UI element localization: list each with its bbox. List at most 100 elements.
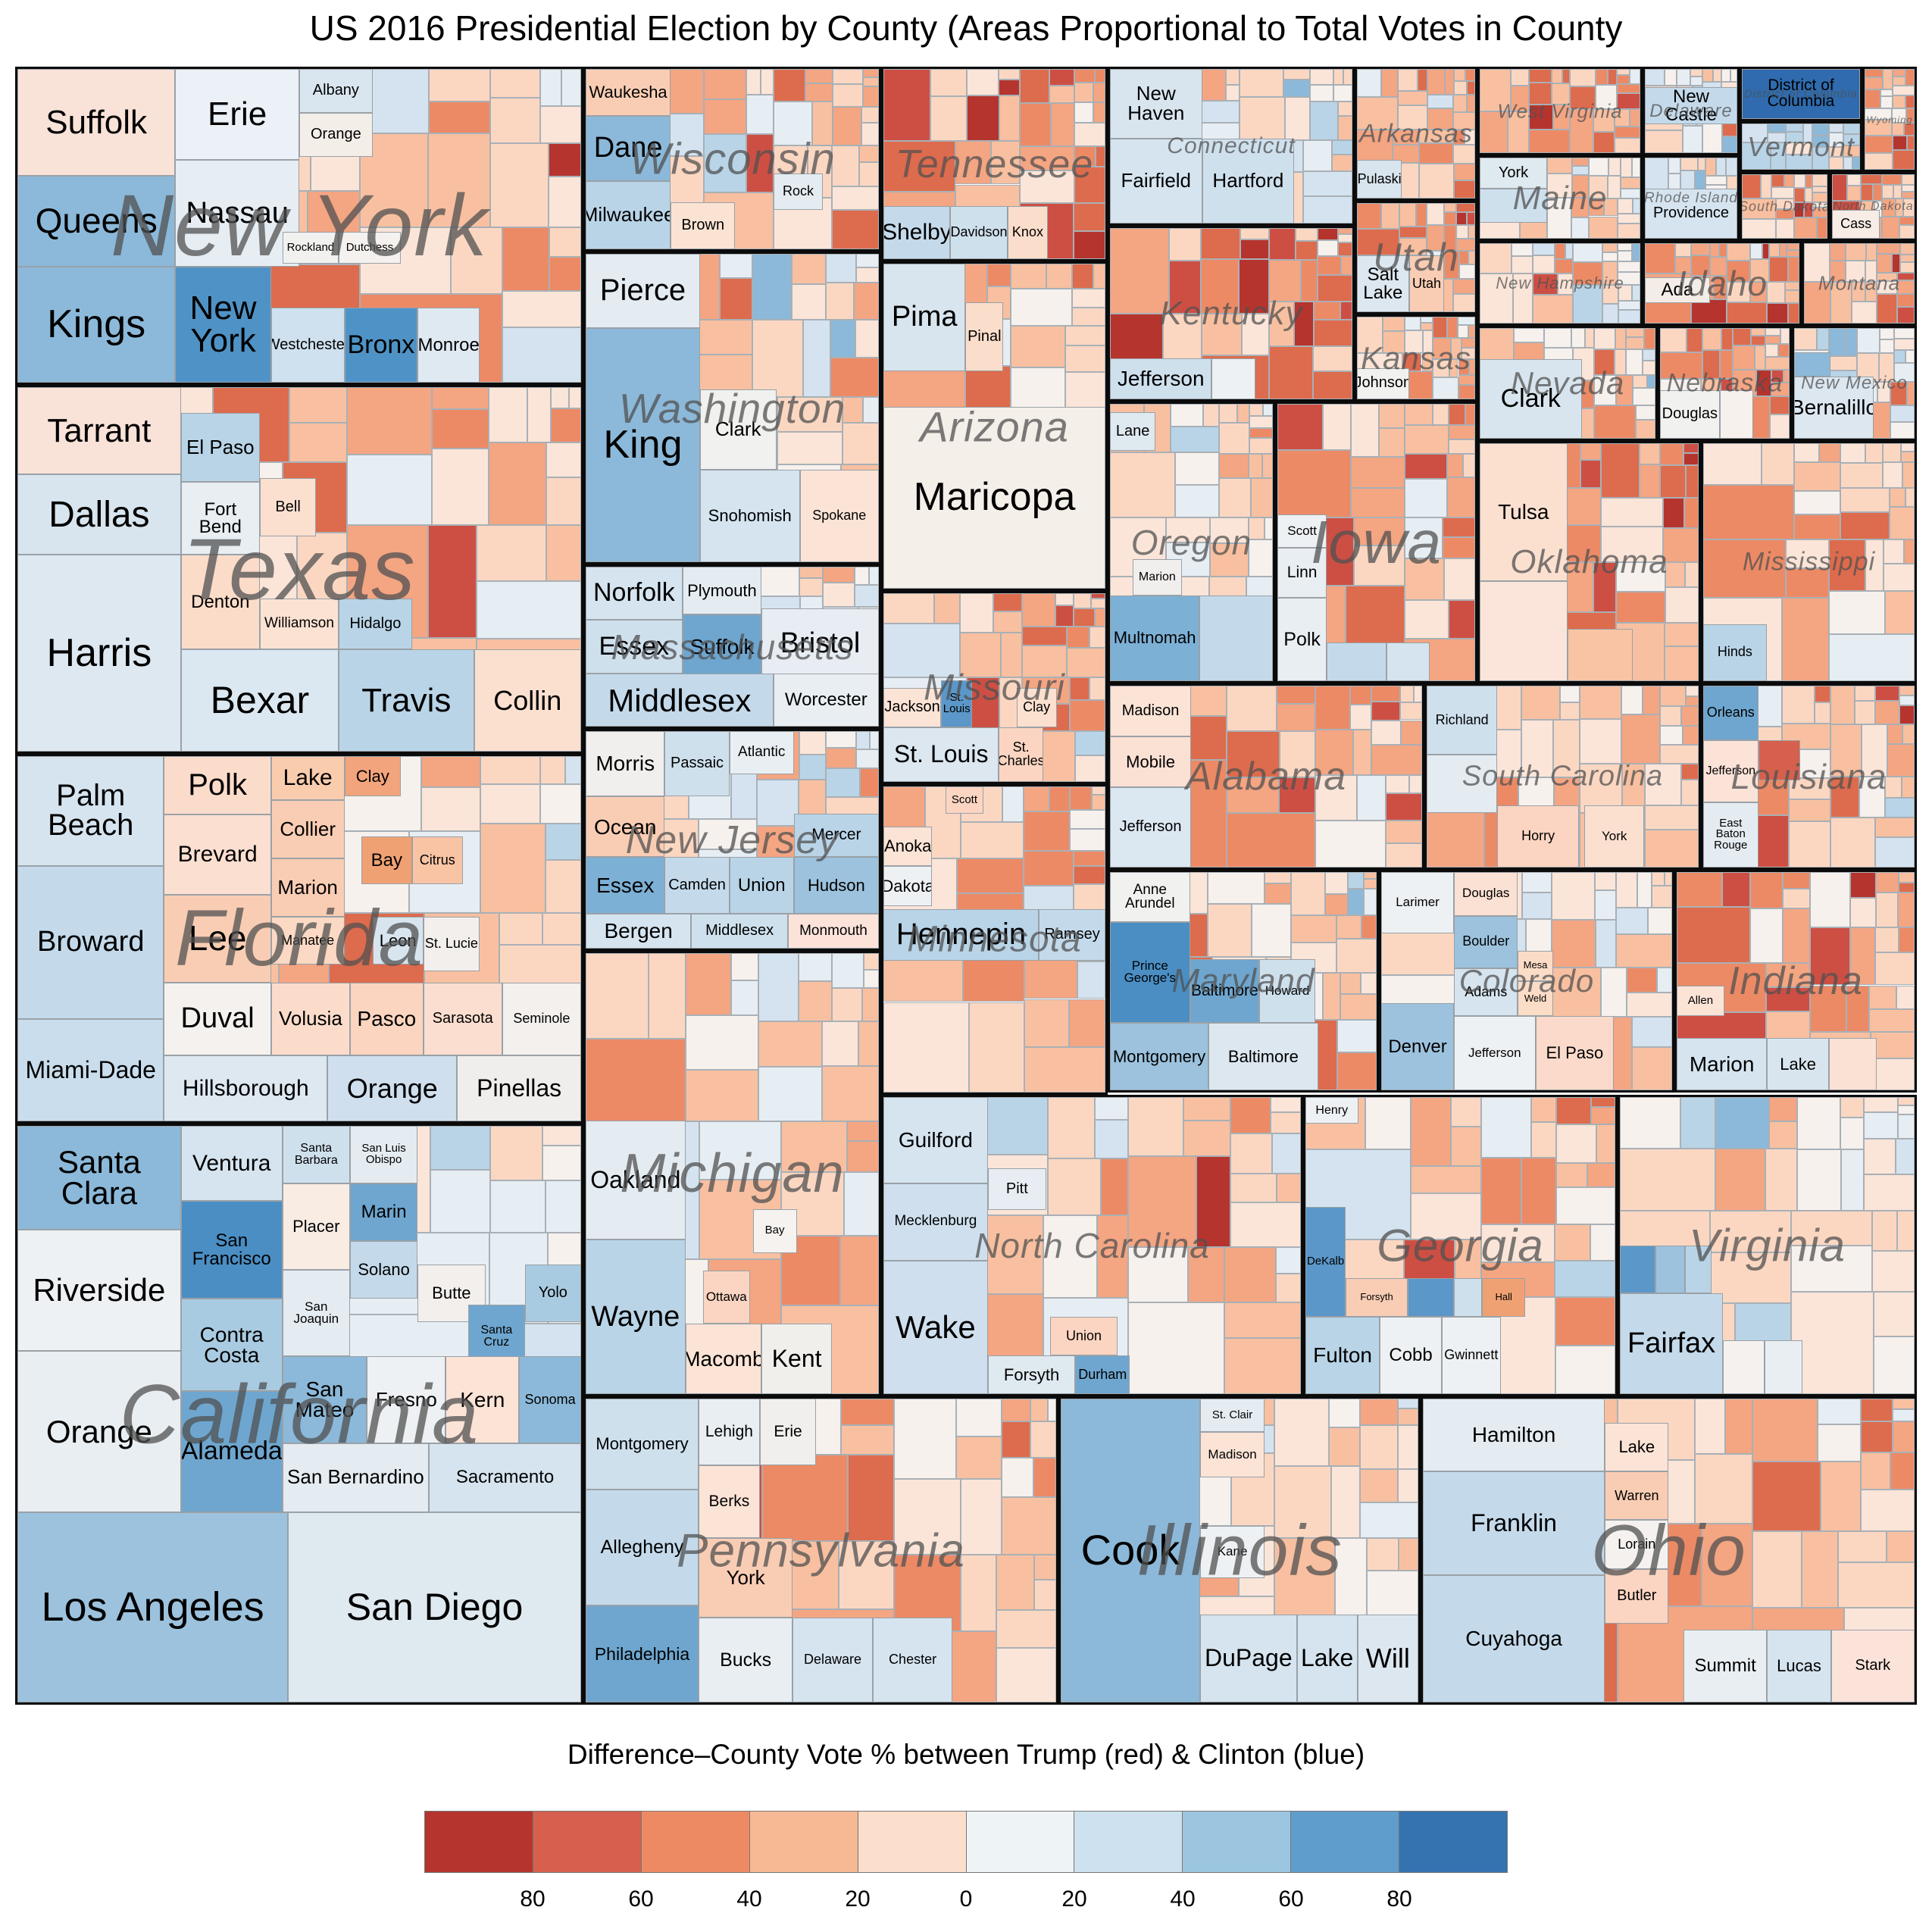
state-block-nevada: Clark Nevada: [1477, 326, 1658, 441]
mosaic-cell: [847, 1454, 894, 1542]
mosaic-cell: [545, 1180, 581, 1233]
county-label: Yolo: [538, 1283, 567, 1301]
mosaic-cell: [1865, 120, 1892, 136]
mosaic-cell: [1828, 633, 1915, 681]
mosaic-cell: [1872, 1251, 1915, 1293]
mosaic-cell: [1386, 843, 1422, 868]
mosaic-cell: [1386, 774, 1410, 794]
mosaic-cell: [1069, 828, 1105, 851]
mosaic-cell: [1899, 224, 1915, 239]
mosaic-cell: [1453, 111, 1475, 130]
mosaic-cell: [1315, 774, 1358, 821]
mosaic-cell: [1069, 786, 1092, 811]
mosaic-cell: [1830, 776, 1860, 818]
mosaic-cell: [1270, 1112, 1301, 1133]
county-north-carolina-forsyth: Forsyth: [987, 1355, 1076, 1394]
county-label: Worcester: [784, 689, 868, 711]
county-colorado-el-paso: El Paso: [1535, 1016, 1615, 1090]
mosaic-cell: [1790, 1292, 1874, 1394]
mosaic-cell: [1069, 810, 1105, 829]
county-label: Bronx: [347, 330, 415, 359]
mosaic-cell: [1710, 257, 1727, 277]
mosaic-cell: [1337, 1052, 1377, 1090]
mosaic-cell: [1415, 203, 1427, 227]
state-block-arkansas: Pulaski Arkansas: [1355, 67, 1477, 201]
mosaic-cell: [1552, 919, 1596, 968]
mosaic-cell: [1893, 185, 1902, 199]
mosaic-cell: [1382, 331, 1405, 354]
county-label: Hartford: [1212, 169, 1284, 192]
mosaic-cell: [1893, 1409, 1915, 1422]
mosaic-cell: [1895, 198, 1904, 217]
mosaic-cell: [1786, 132, 1803, 143]
county-virginia-fairfax: Fairfax: [1620, 1293, 1724, 1394]
county-minnesota-scott: Scott: [946, 786, 983, 814]
mosaic-cell: [1632, 388, 1655, 405]
mosaic-cell: [1899, 216, 1915, 225]
county-idaho-ada: Ada: [1645, 277, 1710, 304]
county-label: St. Louis: [893, 740, 989, 768]
mosaic-cell: [1274, 1465, 1331, 1538]
mosaic-cell: [869, 731, 879, 749]
mosaic-cell: [1405, 404, 1433, 426]
mosaic-cell: [1446, 454, 1463, 478]
mosaic-cell: [1380, 69, 1399, 98]
state-block-delaware: New Castle Delaware: [1643, 67, 1740, 155]
mosaic-cell: [1787, 243, 1799, 250]
mosaic-cell: [1418, 129, 1453, 143]
mosaic-cell: [1456, 238, 1475, 252]
mosaic-cell: [1421, 317, 1433, 324]
mosaic-cell: [1093, 82, 1105, 102]
mosaic-cell: [1595, 872, 1617, 890]
state-block-wisconsin: Waukesha Dane Milwaukee Brown Rock Wisconsin: [583, 67, 881, 252]
mosaic-cell: [1663, 527, 1699, 562]
county-florida-bay: Bay: [361, 836, 412, 884]
mosaic-cell: [1843, 123, 1860, 135]
mosaic-cell: [1794, 461, 1841, 491]
county-florida-marion: Marion: [270, 858, 345, 918]
mosaic-cell: [1797, 1097, 1840, 1150]
mosaic-cell: [1893, 76, 1905, 86]
county-california-ventura: Ventura: [180, 1126, 283, 1201]
mosaic-cell: [1454, 163, 1475, 180]
mosaic-cell: [1556, 1097, 1592, 1125]
mosaic-cell: [1529, 82, 1552, 105]
mosaic-cell: [1168, 260, 1202, 314]
county-california-placer: Placer: [282, 1183, 350, 1271]
mosaic-cell: [1314, 302, 1340, 320]
mosaic-cell: [1279, 777, 1316, 814]
mosaic-cell: [1812, 192, 1827, 202]
county-label: Ventura: [192, 1150, 271, 1176]
mosaic-cell: [1303, 140, 1332, 172]
mosaic-cell: [1782, 598, 1829, 681]
mosaic-cell: [1783, 908, 1811, 963]
county-wisconsin-dane: Dane: [586, 115, 671, 181]
county-label: Ramsey: [1044, 926, 1100, 943]
county-new-york-bronx: Bronx: [344, 307, 418, 383]
county-new-york-rockland: Rockland: [282, 232, 339, 264]
county-label: Rockland: [286, 240, 335, 254]
mosaic-cell: [1521, 719, 1553, 778]
mosaic-cell: [1906, 382, 1915, 406]
mosaic-cell: [1427, 203, 1444, 225]
county-cell: [1794, 352, 1830, 377]
county-label: Lorain: [1618, 1536, 1656, 1552]
mosaic-cell: [1571, 174, 1589, 198]
county-label: Denver: [1388, 1036, 1447, 1057]
mosaic-cell: [855, 749, 879, 769]
mosaic-cell: [1742, 123, 1768, 143]
mosaic-cell: [1614, 108, 1630, 127]
mosaic-cell: [1750, 328, 1766, 336]
county-ohio-stark: Stark: [1830, 1629, 1915, 1702]
mosaic-cell: [1632, 284, 1640, 301]
legend-segment-8: [1291, 1811, 1400, 1873]
mosaic-cell: [1089, 627, 1105, 649]
mosaic-cell: [1683, 497, 1699, 528]
mosaic-cell: [1626, 349, 1643, 375]
mosaic-cell: [1544, 328, 1571, 349]
county-label: Middlesex: [608, 682, 752, 718]
mosaic-cell: [1562, 69, 1571, 83]
mosaic-cell: [1660, 745, 1699, 764]
county-label: Collier: [280, 817, 336, 840]
mosaic-cell: [1571, 197, 1589, 217]
